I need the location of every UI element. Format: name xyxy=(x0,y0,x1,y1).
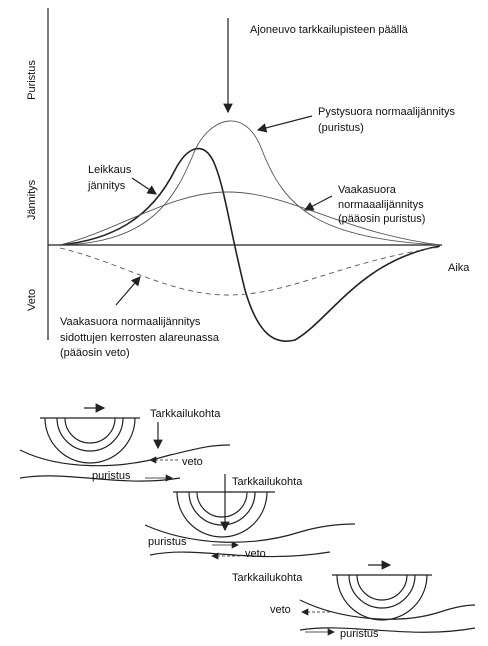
wheel-label: puristus xyxy=(148,536,187,548)
wheel-label: veto xyxy=(270,604,291,616)
annotation: Leikkaus xyxy=(88,164,132,176)
wheel-diagram xyxy=(144,474,356,560)
bottom-tension-curve xyxy=(59,246,441,296)
annotation: Vaakasuora normaalijännitys xyxy=(60,316,201,328)
annotation: normaaalijännitys xyxy=(338,199,424,211)
pointer xyxy=(256,115,313,133)
axis-label: Puristus xyxy=(26,60,38,100)
pointer xyxy=(131,177,157,195)
annotation: (pääosin veto) xyxy=(60,347,130,359)
pointer xyxy=(303,195,333,211)
axis-label: Jännitys xyxy=(26,179,38,220)
wheel-label: Tarkkailukohta xyxy=(232,476,303,488)
wheel-label: veto xyxy=(182,456,203,468)
axis-label: Veto xyxy=(26,289,38,311)
wheel-label: puristus xyxy=(92,470,131,482)
annotation: Vaakasuora xyxy=(338,184,397,196)
wheel-label: Tarkkailukohta xyxy=(150,408,221,420)
shear-stress-curve xyxy=(59,147,441,342)
annotation: sidottujen kerrosten alareunassa xyxy=(60,332,220,344)
wheel-label: puristus xyxy=(340,628,379,640)
wheel-label: veto xyxy=(245,548,266,560)
horizontal-stress-curve xyxy=(59,191,441,246)
annotation: (pääosin puristus) xyxy=(338,213,425,225)
vertical-stress-curve xyxy=(59,120,441,246)
title: Ajoneuvo tarkkailupisteen päällä xyxy=(250,24,409,36)
pointer xyxy=(115,276,141,306)
annotation: (puristus) xyxy=(318,122,364,134)
annotation: Pystysuora normaalijännitys xyxy=(318,106,455,118)
wheel-diagram xyxy=(19,403,231,482)
wheel-diagram xyxy=(299,560,476,636)
x-axis-label: Aika xyxy=(448,262,470,274)
annotation: jännitys xyxy=(87,180,126,192)
wheel-label: Tarkkailukohta xyxy=(232,572,303,584)
